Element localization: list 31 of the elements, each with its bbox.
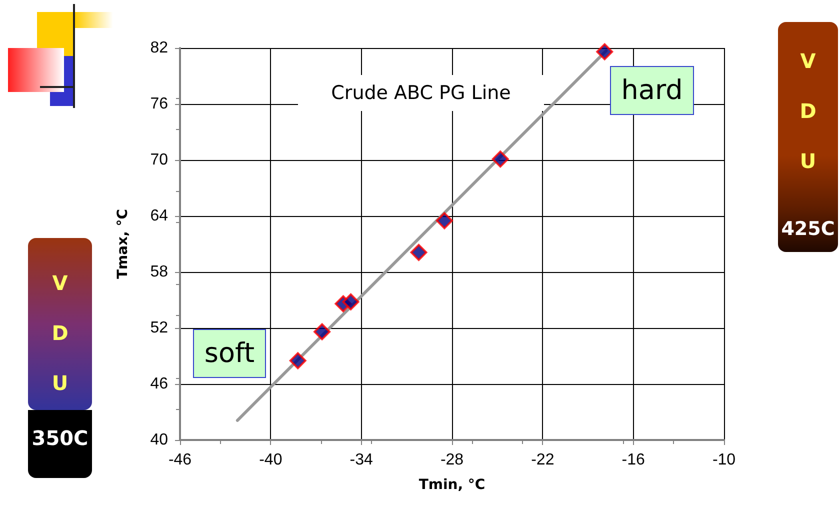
x-tick-label: -34 [350,452,373,468]
point [289,352,306,370]
y-tick-label: 82 [150,40,168,56]
point [436,212,453,230]
y-tick-label: 46 [150,376,168,392]
point [596,43,614,60]
gauge-panel: 425C [778,212,838,252]
y-tick-label: 64 [150,208,168,224]
x-tick-label: -46 [168,452,192,468]
x-tick-label: -16 [622,452,645,468]
point [492,150,509,168]
x-axis-title: Tmin, °C [418,477,486,493]
y-tick-label: 40 [150,432,168,448]
y-tick-label: 52 [150,320,168,336]
y-axis-title: Tmax, °C [115,208,131,280]
y-tick-label: 70 [150,152,168,168]
caption-box: Crude ABC PG Line [298,75,544,111]
x-tick-label: -22 [531,452,554,468]
y-tick-label: 58 [150,264,168,280]
point [314,323,331,340]
x-tick-label: -40 [259,452,282,468]
point [342,293,360,310]
x-tick-label: -28 [440,452,464,468]
y-tick-label: 76 [150,96,168,112]
x-tick-label: -10 [712,452,736,468]
gauge-panel: VDU [778,22,838,212]
point [410,244,428,261]
label-box: hard [610,66,694,115]
gauge-panel: 350C [28,410,92,478]
label-box: soft [193,329,266,378]
gauge-panel: VDU [28,238,92,410]
